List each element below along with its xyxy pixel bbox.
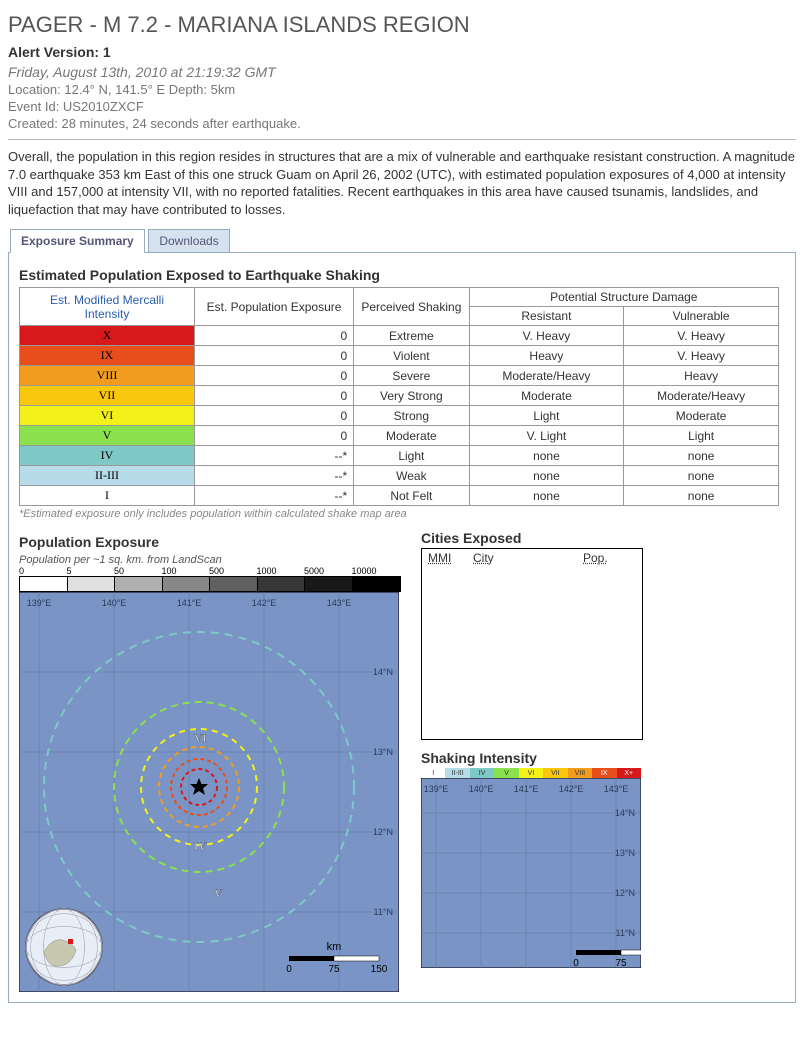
svg-text:14°N: 14°N [373, 667, 393, 677]
svg-text:140°E: 140°E [469, 784, 494, 794]
event-datetime: Friday, August 13th, 2010 at 21:19:32 GM… [8, 64, 796, 80]
table-row: I--*Not Feltnonenone [20, 486, 779, 506]
svg-text:11°N: 11°N [374, 907, 393, 917]
tab-bar: Exposure Summary Downloads [8, 228, 796, 253]
table-row: VIII0SevereModerate/HeavyHeavy [20, 366, 779, 386]
col-resistant: Resistant [469, 307, 624, 326]
shaking-intensity-title: Shaking Intensity [421, 750, 643, 766]
svg-text:0: 0 [573, 958, 579, 968]
population-exposure-section: Population Exposure Population per ~1 sq… [19, 530, 401, 992]
svg-text:14°N: 14°N [615, 808, 635, 818]
svg-text:141°E: 141°E [177, 598, 202, 608]
population-scale-labels: 05501005001000500010000 [19, 566, 399, 576]
col-vulnerable: Vulnerable [624, 307, 779, 326]
shaking-intensity-scale: III-IIIIVVVIVIIVIIIIXX+ [421, 768, 641, 778]
alert-version-label: Alert Version: [8, 44, 99, 60]
cities-col-mmi: MMI [428, 551, 473, 565]
col-damage: Potential Structure Damage [469, 288, 778, 307]
svg-text:13°N: 13°N [373, 747, 393, 757]
svg-text:141°E: 141°E [514, 784, 539, 794]
exposure-table: Est. Modified Mercalli Intensity Est. Po… [19, 287, 779, 506]
event-id: Event Id: US2010ZXCF [8, 99, 796, 114]
col-pop: Est. Population Exposure [194, 288, 353, 326]
cities-exposed-box: MMI City Pop. [421, 548, 643, 740]
population-exposure-map: 139°E 140°E 141°E 142°E 143°E 14°N 13°N 12°N 11°… [19, 592, 399, 992]
tab-downloads[interactable]: Downloads [148, 229, 229, 252]
summary-text: Overall, the population in this region r… [8, 148, 796, 218]
col-perceived: Perceived Shaking [354, 288, 469, 326]
svg-text:12°N: 12°N [373, 827, 393, 837]
population-exposure-title: Population Exposure [19, 534, 401, 550]
svg-text:VI: VI [194, 731, 207, 745]
svg-text:km: km [327, 941, 342, 953]
shaking-intensity-map: 139°E 140°E 141°E 142°E 143°E 14°N 13°N 12°N 11°… [421, 778, 641, 968]
tab-content: Estimated Population Exposed to Earthqua… [8, 253, 796, 1003]
table-row: V0ModerateV. LightLight [20, 426, 779, 446]
event-location: Location: 12.4° N, 141.5° E Depth: 5km [8, 82, 796, 97]
table-row: IX0ViolentHeavyV. Heavy [20, 346, 779, 366]
svg-text:142°E: 142°E [252, 598, 277, 608]
cities-col-city: City [473, 551, 583, 565]
col-mmi[interactable]: Est. Modified Mercalli Intensity [20, 288, 195, 326]
event-created: Created: 28 minutes, 24 seconds after ea… [8, 116, 796, 131]
svg-text:11°N: 11°N [616, 928, 635, 938]
cities-col-pop: Pop. [583, 551, 608, 565]
alert-version: Alert Version: 1 [8, 44, 796, 60]
svg-text:143°E: 143°E [604, 784, 629, 794]
svg-text:143°E: 143°E [327, 598, 352, 608]
svg-text:12°N: 12°N [615, 888, 635, 898]
svg-text:150: 150 [371, 964, 388, 975]
table-row: II-III--*Weaknonenone [20, 466, 779, 486]
alert-version-value: 1 [103, 44, 111, 60]
svg-text:140°E: 140°E [102, 598, 127, 608]
population-exposure-subtitle: Population per ~1 sq. km. from LandScan [19, 554, 401, 566]
tab-exposure-summary[interactable]: Exposure Summary [10, 229, 145, 253]
svg-text:IV: IV [194, 839, 207, 853]
svg-text:V: V [214, 886, 223, 900]
exposure-footnote: *Estimated exposure only includes popula… [19, 508, 785, 520]
svg-text:142°E: 142°E [559, 784, 584, 794]
population-scale [19, 576, 401, 592]
cities-exposed-title: Cities Exposed [421, 530, 643, 546]
svg-text:13°N: 13°N [615, 848, 635, 858]
svg-text:139°E: 139°E [27, 598, 52, 608]
svg-text:75: 75 [615, 958, 627, 968]
page-title: PAGER - M 7.2 - MARIANA ISLANDS REGION [8, 12, 796, 38]
svg-text:139°E: 139°E [424, 784, 449, 794]
svg-text:0: 0 [286, 964, 292, 975]
exposure-table-title: Estimated Population Exposed to Earthqua… [19, 267, 785, 283]
table-row: IV--*Lightnonenone [20, 446, 779, 466]
divider [8, 139, 796, 140]
table-row: X0ExtremeV. HeavyV. Heavy [20, 326, 779, 346]
table-row: VI0StrongLightModerate [20, 406, 779, 426]
table-row: VII0Very StrongModerateModerate/Heavy [20, 386, 779, 406]
svg-text:75: 75 [328, 964, 340, 975]
